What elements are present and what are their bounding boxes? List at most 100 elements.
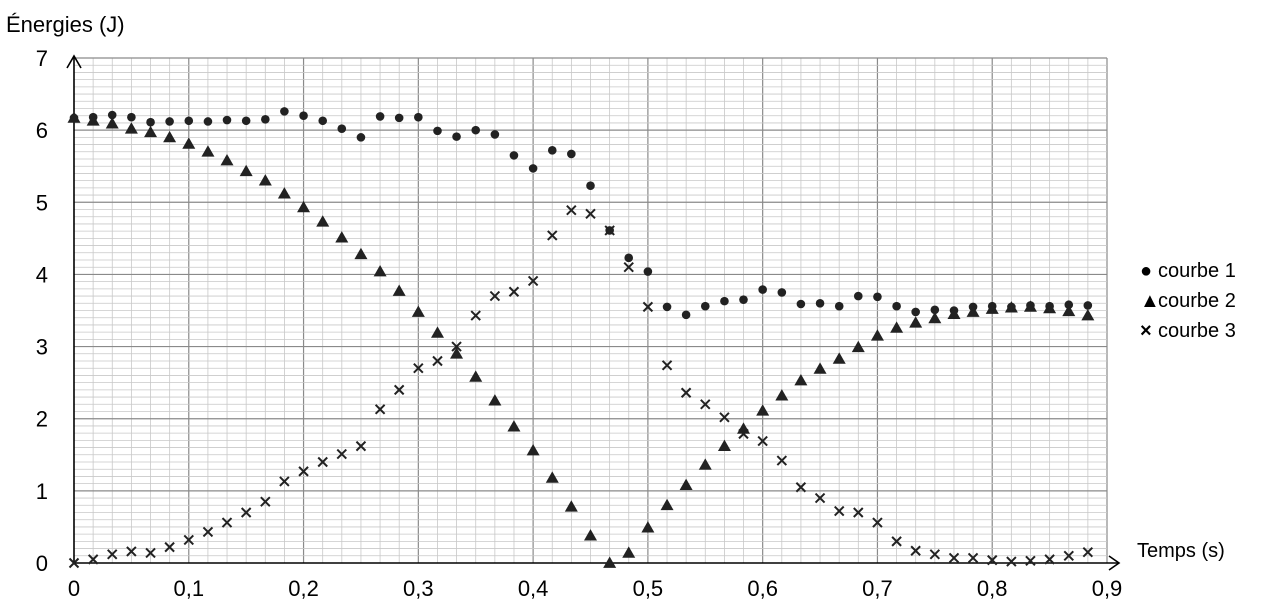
data-point-courbe-2 [488, 394, 502, 406]
data-point-courbe-2 [775, 389, 789, 401]
data-point-courbe-3 [393, 384, 405, 396]
data-point-courbe-2 [1023, 300, 1037, 312]
data-point-courbe-1 [107, 110, 117, 120]
data-point-courbe-2 [1081, 309, 1095, 321]
data-point-courbe-3 [719, 412, 730, 423]
data-point-courbe-2 [564, 500, 578, 512]
data-point-courbe-3 [336, 448, 347, 460]
data-point-courbe-3 [642, 301, 654, 313]
data-point-courbe-1 [280, 107, 289, 116]
data-point-courbe-2 [201, 145, 215, 157]
data-point-courbe-3 [585, 208, 596, 220]
data-point-courbe-3 [604, 225, 615, 236]
y-tick-label: 4 [36, 262, 48, 287]
legend-item-courbe-3: × courbe 3 [1140, 316, 1236, 346]
data-point-courbe-2 [641, 521, 655, 533]
legend-label: courbe 3 [1158, 320, 1236, 342]
data-point-courbe-2 [258, 174, 272, 186]
data-point-courbe-3 [1006, 556, 1017, 567]
cross-marker-icon: × [1140, 320, 1152, 342]
data-point-courbe-2 [105, 117, 119, 129]
data-point-courbe-3 [795, 482, 807, 493]
data-point-courbe-1 [509, 151, 519, 160]
y-tick-label: 5 [36, 190, 48, 215]
data-point-courbe-1 [643, 267, 653, 276]
data-point-courbe-1 [739, 295, 748, 304]
data-point-courbe-2 [182, 137, 196, 149]
data-point-courbe-3 [279, 476, 290, 487]
data-point-courbe-1 [146, 117, 155, 127]
data-point-courbe-1 [815, 298, 825, 308]
data-point-courbe-3 [776, 455, 788, 466]
data-point-courbe-3 [374, 404, 386, 415]
data-point-courbe-3 [527, 275, 539, 287]
data-point-courbe-2 [277, 187, 291, 199]
data-point-courbe-2 [1004, 301, 1018, 313]
data-point-courbe-3 [1025, 555, 1036, 567]
y-axis-label: Énergies (J) [6, 12, 125, 37]
data-point-courbe-3 [967, 552, 979, 564]
data-point-courbe-1 [127, 112, 136, 122]
data-point-courbe-3 [489, 290, 501, 302]
data-point-courbe-2 [851, 340, 865, 353]
data-point-courbe-3 [853, 507, 864, 518]
x-tick-label: 0,1 [173, 576, 204, 601]
y-tick-label: 3 [36, 335, 48, 360]
data-point-courbe-2 [297, 200, 311, 213]
data-point-courbe-3 [738, 428, 749, 440]
data-point-courbe-3 [910, 545, 921, 556]
data-point-courbe-2 [1043, 301, 1057, 314]
data-point-courbe-1 [318, 116, 328, 126]
data-point-courbe-3 [126, 546, 137, 557]
y-tick-label: 2 [36, 407, 48, 432]
data-point-courbe-2 [928, 311, 942, 324]
data-point-courbe-1 [796, 299, 806, 309]
data-point-courbe-2 [144, 125, 158, 138]
data-point-courbe-3 [661, 360, 673, 371]
data-point-courbe-3 [221, 517, 233, 528]
data-point-courbe-1 [700, 301, 710, 311]
data-point-courbe-1 [777, 288, 787, 297]
data-point-courbe-3 [757, 435, 768, 447]
data-point-courbe-2 [316, 215, 330, 227]
data-point-courbe-1 [1083, 301, 1093, 310]
data-point-courbe-3 [355, 440, 367, 452]
data-point-courbe-1 [758, 285, 767, 294]
data-point-courbe-1 [452, 132, 461, 141]
data-point-courbe-1 [892, 301, 901, 311]
data-point-courbe-2 [756, 404, 770, 416]
triangle-marker-icon: ▲ [1140, 290, 1160, 312]
y-tick-label: 1 [36, 479, 48, 504]
y-tick-label: 7 [36, 46, 48, 71]
legend-label: courbe 1 [1158, 260, 1236, 282]
data-point-courbe-2 [373, 265, 387, 277]
x-tick-label: 0,4 [518, 576, 549, 601]
data-point-courbe-3 [987, 554, 998, 566]
data-point-courbe-3 [432, 355, 443, 367]
data-point-courbe-1 [720, 296, 729, 306]
x-tick-label: 0,8 [977, 576, 1008, 601]
x-tick-label: 0 [68, 576, 80, 601]
x-axis-arrow-icon [1108, 555, 1121, 571]
legend-item-courbe-1: ● courbe 1 [1140, 256, 1236, 286]
data-point-courbe-3 [700, 399, 711, 410]
legend-item-courbe-2: ▲ courbe 2 [1140, 286, 1236, 316]
data-point-courbe-1 [433, 126, 442, 136]
data-point-courbe-3 [1044, 554, 1055, 565]
data-point-courbe-3 [891, 536, 902, 547]
data-point-courbe-3 [508, 286, 520, 297]
data-point-courbe-3 [68, 557, 80, 569]
data-point-courbe-2 [469, 370, 483, 382]
data-point-courbe-3 [298, 466, 309, 477]
data-point-courbe-2 [794, 373, 808, 386]
data-point-courbe-1 [873, 292, 882, 302]
y-axis-arrow-icon [66, 54, 82, 69]
data-point-courbe-2 [431, 326, 445, 338]
data-point-courbe-2 [679, 478, 693, 490]
data-point-courbe-3 [834, 505, 845, 517]
data-point-courbe-3 [814, 492, 826, 504]
circle-marker-icon: ● [1140, 260, 1153, 282]
data-point-courbe-2 [220, 153, 234, 166]
data-point-courbe-2 [1062, 304, 1076, 317]
